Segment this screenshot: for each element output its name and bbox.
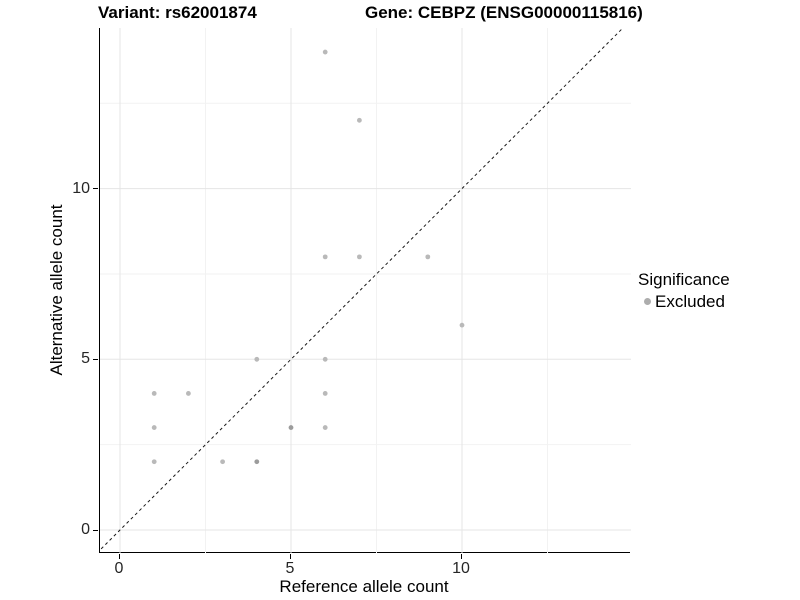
y-axis-title: Alternative allele count: [47, 204, 66, 376]
plot-canvas: [100, 28, 631, 553]
data-point: [357, 117, 362, 123]
data-point: [220, 459, 225, 465]
identity-reference-line: [100, 28, 624, 551]
data-point: [425, 254, 431, 260]
plot-panel: [99, 28, 631, 553]
data-point: [151, 459, 157, 465]
data-point: [322, 356, 328, 362]
data-point: [322, 49, 328, 55]
data-point: [459, 322, 465, 328]
data-point: [357, 254, 362, 260]
x-tick-mark: [289, 554, 291, 559]
x-tick-label: 5: [285, 560, 295, 577]
data-point: [254, 459, 260, 465]
legend: Significance Excluded: [638, 270, 730, 311]
x-tick-label: 10: [452, 560, 470, 577]
legend-item-excluded: Excluded: [638, 292, 730, 311]
data-point: [186, 391, 191, 396]
x-axis-title: Reference allele count: [279, 577, 449, 596]
x-tick-label: 0: [114, 560, 124, 577]
y-tick-label: 10: [72, 179, 90, 197]
x-tick-mark: [460, 554, 462, 559]
data-point: [151, 425, 157, 430]
data-point: [254, 356, 260, 362]
y-tick-label: 5: [81, 350, 90, 368]
x-tick-mark: [118, 554, 120, 559]
data-point: [322, 391, 328, 396]
legend-item-label: Excluded: [655, 292, 725, 311]
variant-title: Variant: rs62001874: [98, 3, 257, 22]
data-point: [288, 425, 294, 430]
y-tick-mark: [93, 188, 98, 190]
data-point: [322, 254, 328, 260]
data-point: [322, 425, 328, 430]
data-point: [151, 391, 157, 396]
y-tick-label: 0: [81, 521, 90, 538]
legend-title: Significance: [638, 270, 730, 289]
y-tick-mark: [93, 358, 98, 360]
y-tick-mark: [93, 529, 98, 531]
gene-title: Gene: CEBPZ (ENSG00000115816): [365, 3, 643, 22]
excluded-point-icon: [644, 298, 651, 305]
